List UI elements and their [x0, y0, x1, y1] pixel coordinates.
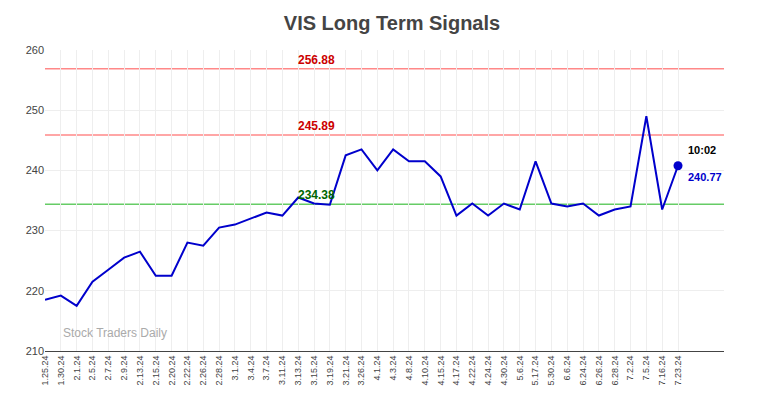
svg-text:1.30.24: 1.30.24: [56, 356, 66, 386]
svg-text:4.10.24: 4.10.24: [420, 356, 430, 386]
svg-text:3.1.24: 3.1.24: [230, 356, 240, 381]
svg-text:7.16.24: 7.16.24: [657, 356, 667, 386]
svg-text:4.24.24: 4.24.24: [483, 356, 493, 386]
svg-text:2.20.24: 2.20.24: [167, 356, 177, 386]
svg-text:4.15.24: 4.15.24: [436, 356, 446, 386]
svg-text:1.25.24: 1.25.24: [40, 356, 50, 386]
svg-text:245.89: 245.89: [298, 119, 335, 133]
svg-text:6.28.24: 6.28.24: [610, 356, 620, 386]
svg-text:10:02: 10:02: [688, 144, 716, 156]
svg-text:5.6.24: 5.6.24: [515, 356, 525, 381]
svg-text:6.24.24: 6.24.24: [578, 356, 588, 386]
svg-text:256.88: 256.88: [298, 53, 335, 67]
svg-text:3.15.24: 3.15.24: [309, 356, 319, 386]
svg-text:250: 250: [26, 104, 44, 116]
svg-text:3.26.24: 3.26.24: [356, 356, 366, 386]
svg-text:Stock Traders Daily: Stock Traders Daily: [63, 326, 167, 340]
svg-text:VIS Long Term Signals: VIS Long Term Signals: [284, 12, 500, 34]
svg-text:2.7.24: 2.7.24: [103, 356, 113, 381]
svg-text:2.22.24: 2.22.24: [182, 356, 192, 386]
svg-text:4.30.24: 4.30.24: [499, 356, 509, 386]
svg-text:234.38: 234.38: [298, 188, 335, 202]
svg-text:7.2.24: 7.2.24: [625, 356, 635, 381]
svg-text:6.26.24: 6.26.24: [594, 356, 604, 386]
svg-text:3.21.24: 3.21.24: [341, 356, 351, 386]
svg-text:3.19.24: 3.19.24: [325, 356, 335, 386]
svg-text:2.28.24: 2.28.24: [214, 356, 224, 386]
svg-text:2.13.24: 2.13.24: [135, 356, 145, 386]
svg-text:220: 220: [26, 285, 44, 297]
svg-text:240.77: 240.77: [688, 171, 722, 183]
svg-text:4.3.24: 4.3.24: [388, 356, 398, 381]
svg-text:3.11.24: 3.11.24: [277, 356, 287, 385]
svg-text:5.30.24: 5.30.24: [546, 356, 556, 386]
svg-text:2.9.24: 2.9.24: [119, 356, 129, 381]
svg-text:5.17.24: 5.17.24: [531, 356, 541, 386]
svg-text:4.17.24: 4.17.24: [451, 356, 461, 386]
svg-text:230: 230: [26, 224, 44, 236]
svg-text:3.7.24: 3.7.24: [261, 356, 271, 381]
svg-text:240: 240: [26, 164, 44, 176]
svg-text:210: 210: [26, 345, 44, 357]
svg-text:4.22.24: 4.22.24: [467, 356, 477, 386]
svg-text:3.4.24: 3.4.24: [246, 356, 256, 381]
svg-text:4.8.24: 4.8.24: [404, 356, 414, 381]
svg-text:2.15.24: 2.15.24: [151, 356, 161, 386]
svg-text:7.23.24: 7.23.24: [673, 356, 683, 386]
svg-text:6.6.24: 6.6.24: [562, 356, 572, 381]
svg-text:260: 260: [26, 44, 44, 56]
svg-text:7.5.24: 7.5.24: [641, 356, 651, 381]
svg-text:3.13.24: 3.13.24: [293, 356, 303, 386]
svg-text:4.1.24: 4.1.24: [372, 356, 382, 381]
svg-text:2.26.24: 2.26.24: [198, 356, 208, 386]
svg-text:2.1.24: 2.1.24: [72, 356, 82, 381]
svg-text:2.5.24: 2.5.24: [87, 356, 97, 381]
